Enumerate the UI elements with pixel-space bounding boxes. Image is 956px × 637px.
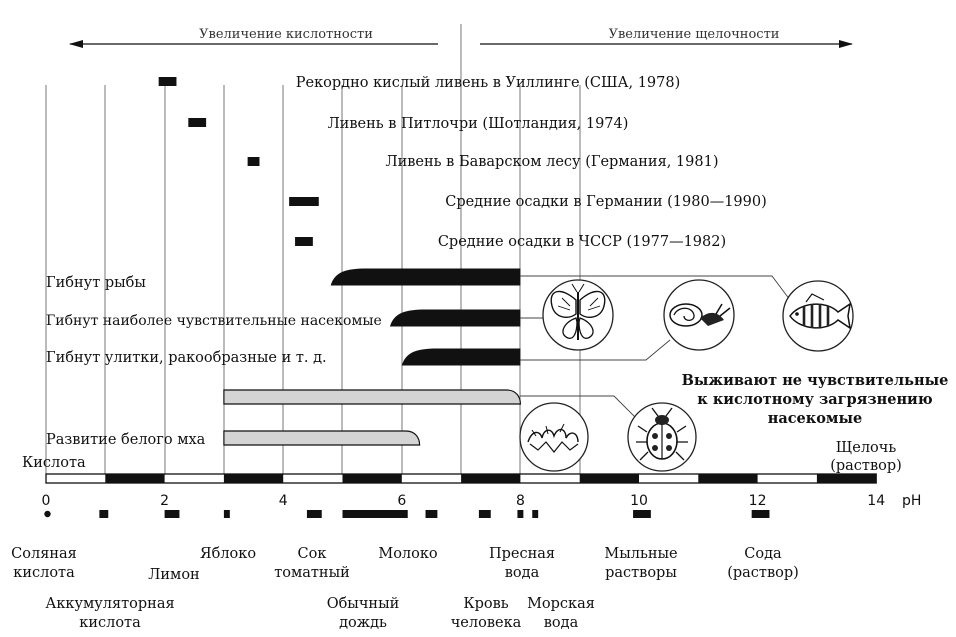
effect-bar-4 xyxy=(223,389,522,405)
substance-label: Кровь xyxy=(463,596,508,612)
substance-label: Обычный xyxy=(327,596,400,612)
rain-label-2: Ливень в Питлочри (Шотландия, 1974) xyxy=(328,116,629,132)
effect-label-moss: Развитие белого мха xyxy=(46,432,206,448)
substance-marker xyxy=(517,510,524,518)
substance-label: Молоко xyxy=(378,546,437,562)
survivors-line-3: насекомые xyxy=(768,410,863,427)
effect-label-snails: Гибнут улитки, ракообразные и т. д. xyxy=(46,350,327,366)
substance-marker xyxy=(342,510,408,518)
axis-segment xyxy=(816,474,877,483)
substance-label: вода xyxy=(544,615,579,631)
substance-label: человека xyxy=(451,615,522,631)
axis-unit: pH xyxy=(902,493,921,509)
substance-label: растворы xyxy=(605,565,677,581)
substance-label: Сода xyxy=(744,546,782,562)
axis-segment xyxy=(105,474,165,483)
axis-right-label-1: Щелочь xyxy=(836,440,897,456)
substance-label: (раствор) xyxy=(727,565,799,581)
substance-marker xyxy=(44,510,51,518)
effect-bar-2 xyxy=(389,309,521,327)
axis-tick-label: 8 xyxy=(516,493,525,509)
axis-segment xyxy=(223,474,284,483)
substance-label: кислота xyxy=(13,565,75,581)
substance-marker xyxy=(633,510,651,518)
rain-label-1: Рекордно кислый ливень в Уиллинге (США, … xyxy=(296,75,681,91)
substance-marker xyxy=(223,510,230,518)
effect-label-fish: Гибнут рыбы xyxy=(46,275,146,291)
butterfly-icon xyxy=(542,279,614,351)
fish-icon xyxy=(782,280,854,352)
effect-label-insects: Гибнут наиболее чувствительные насекомые xyxy=(46,313,382,329)
acidity-label: Увеличение кислотности xyxy=(199,27,373,42)
substance-marker xyxy=(99,510,109,518)
axis-segment xyxy=(579,474,639,483)
axis-tick-label: 10 xyxy=(630,493,648,509)
substance-label: Морская xyxy=(527,596,595,612)
axis-tick-label: 12 xyxy=(749,493,767,509)
substance-marker xyxy=(425,510,438,518)
rain-events: Рекордно кислый ливень в Уиллинге (США, … xyxy=(158,75,767,250)
survivors-line-1: Выживают не чувствительные xyxy=(682,372,949,389)
substance-label: Яблоко xyxy=(200,546,256,562)
axis-tick-label: 14 xyxy=(867,493,885,509)
substance-marker xyxy=(478,510,491,518)
axis-tick-label: 6 xyxy=(397,493,406,509)
substance-label: томатный xyxy=(274,565,350,581)
effect-bar-1 xyxy=(330,268,521,286)
beetle-icon xyxy=(627,402,697,472)
alkalinity-label: Увеличение щелочности xyxy=(609,27,780,42)
rain-bar-2 xyxy=(188,118,207,127)
axis-segment xyxy=(342,474,402,483)
substances: Соляная кислота Аккумуляторная кислота Лимон… xyxy=(11,510,799,631)
rain-bar-5 xyxy=(295,237,313,246)
rain-label-4: Средние осадки в Германии (1980—1990) xyxy=(445,194,767,210)
axis-segment xyxy=(698,474,758,483)
substance-marker xyxy=(164,510,180,518)
rain-bar-4 xyxy=(289,197,319,206)
effect-bar-5 xyxy=(223,430,421,446)
effects: Гибнут рыбы Гибнут наиболее чувствительн… xyxy=(46,268,522,448)
axis-left-label: Кислота xyxy=(22,455,86,471)
gridlines xyxy=(45,24,581,476)
substance-label: Соляная xyxy=(11,546,77,562)
axis-tick-label: 0 xyxy=(42,493,51,509)
substance-marker xyxy=(751,510,770,518)
rain-bar-1 xyxy=(158,77,177,86)
axis-tick-label: 2 xyxy=(160,493,169,509)
substance-label: дождь xyxy=(339,615,387,631)
axis-tick-label: 4 xyxy=(279,493,288,509)
axis-right-label-2: (раствор) xyxy=(830,458,902,474)
substance-marker xyxy=(532,510,539,518)
rain-bar-3 xyxy=(247,157,260,166)
substance-label: Сок xyxy=(298,546,327,562)
snail-icon xyxy=(663,279,735,351)
substance-label: Мыльные xyxy=(604,546,677,562)
substance-label: Пресная xyxy=(489,546,555,562)
substance-label: Лимон xyxy=(148,567,199,583)
substance-label: вода xyxy=(505,565,540,581)
rain-label-3: Ливень в Баварском лесу (Германия, 1981) xyxy=(386,154,719,170)
axis-segment xyxy=(461,474,521,483)
substance-marker xyxy=(306,510,322,518)
effect-bar-3 xyxy=(401,348,521,366)
substance-label: кислота xyxy=(79,615,141,631)
connectors xyxy=(520,275,791,421)
substance-label: Аккумуляторная xyxy=(45,596,174,612)
rain-label-5: Средние осадки в ЧССР (1977—1982) xyxy=(438,234,726,250)
ph-axis: Кислота Щелочь (раствор) pH 0 2 4 6 8 10 12 14 xyxy=(22,440,921,509)
moss-icon xyxy=(519,402,589,472)
survivors-line-2: к кислотному загрязнению xyxy=(697,391,933,408)
